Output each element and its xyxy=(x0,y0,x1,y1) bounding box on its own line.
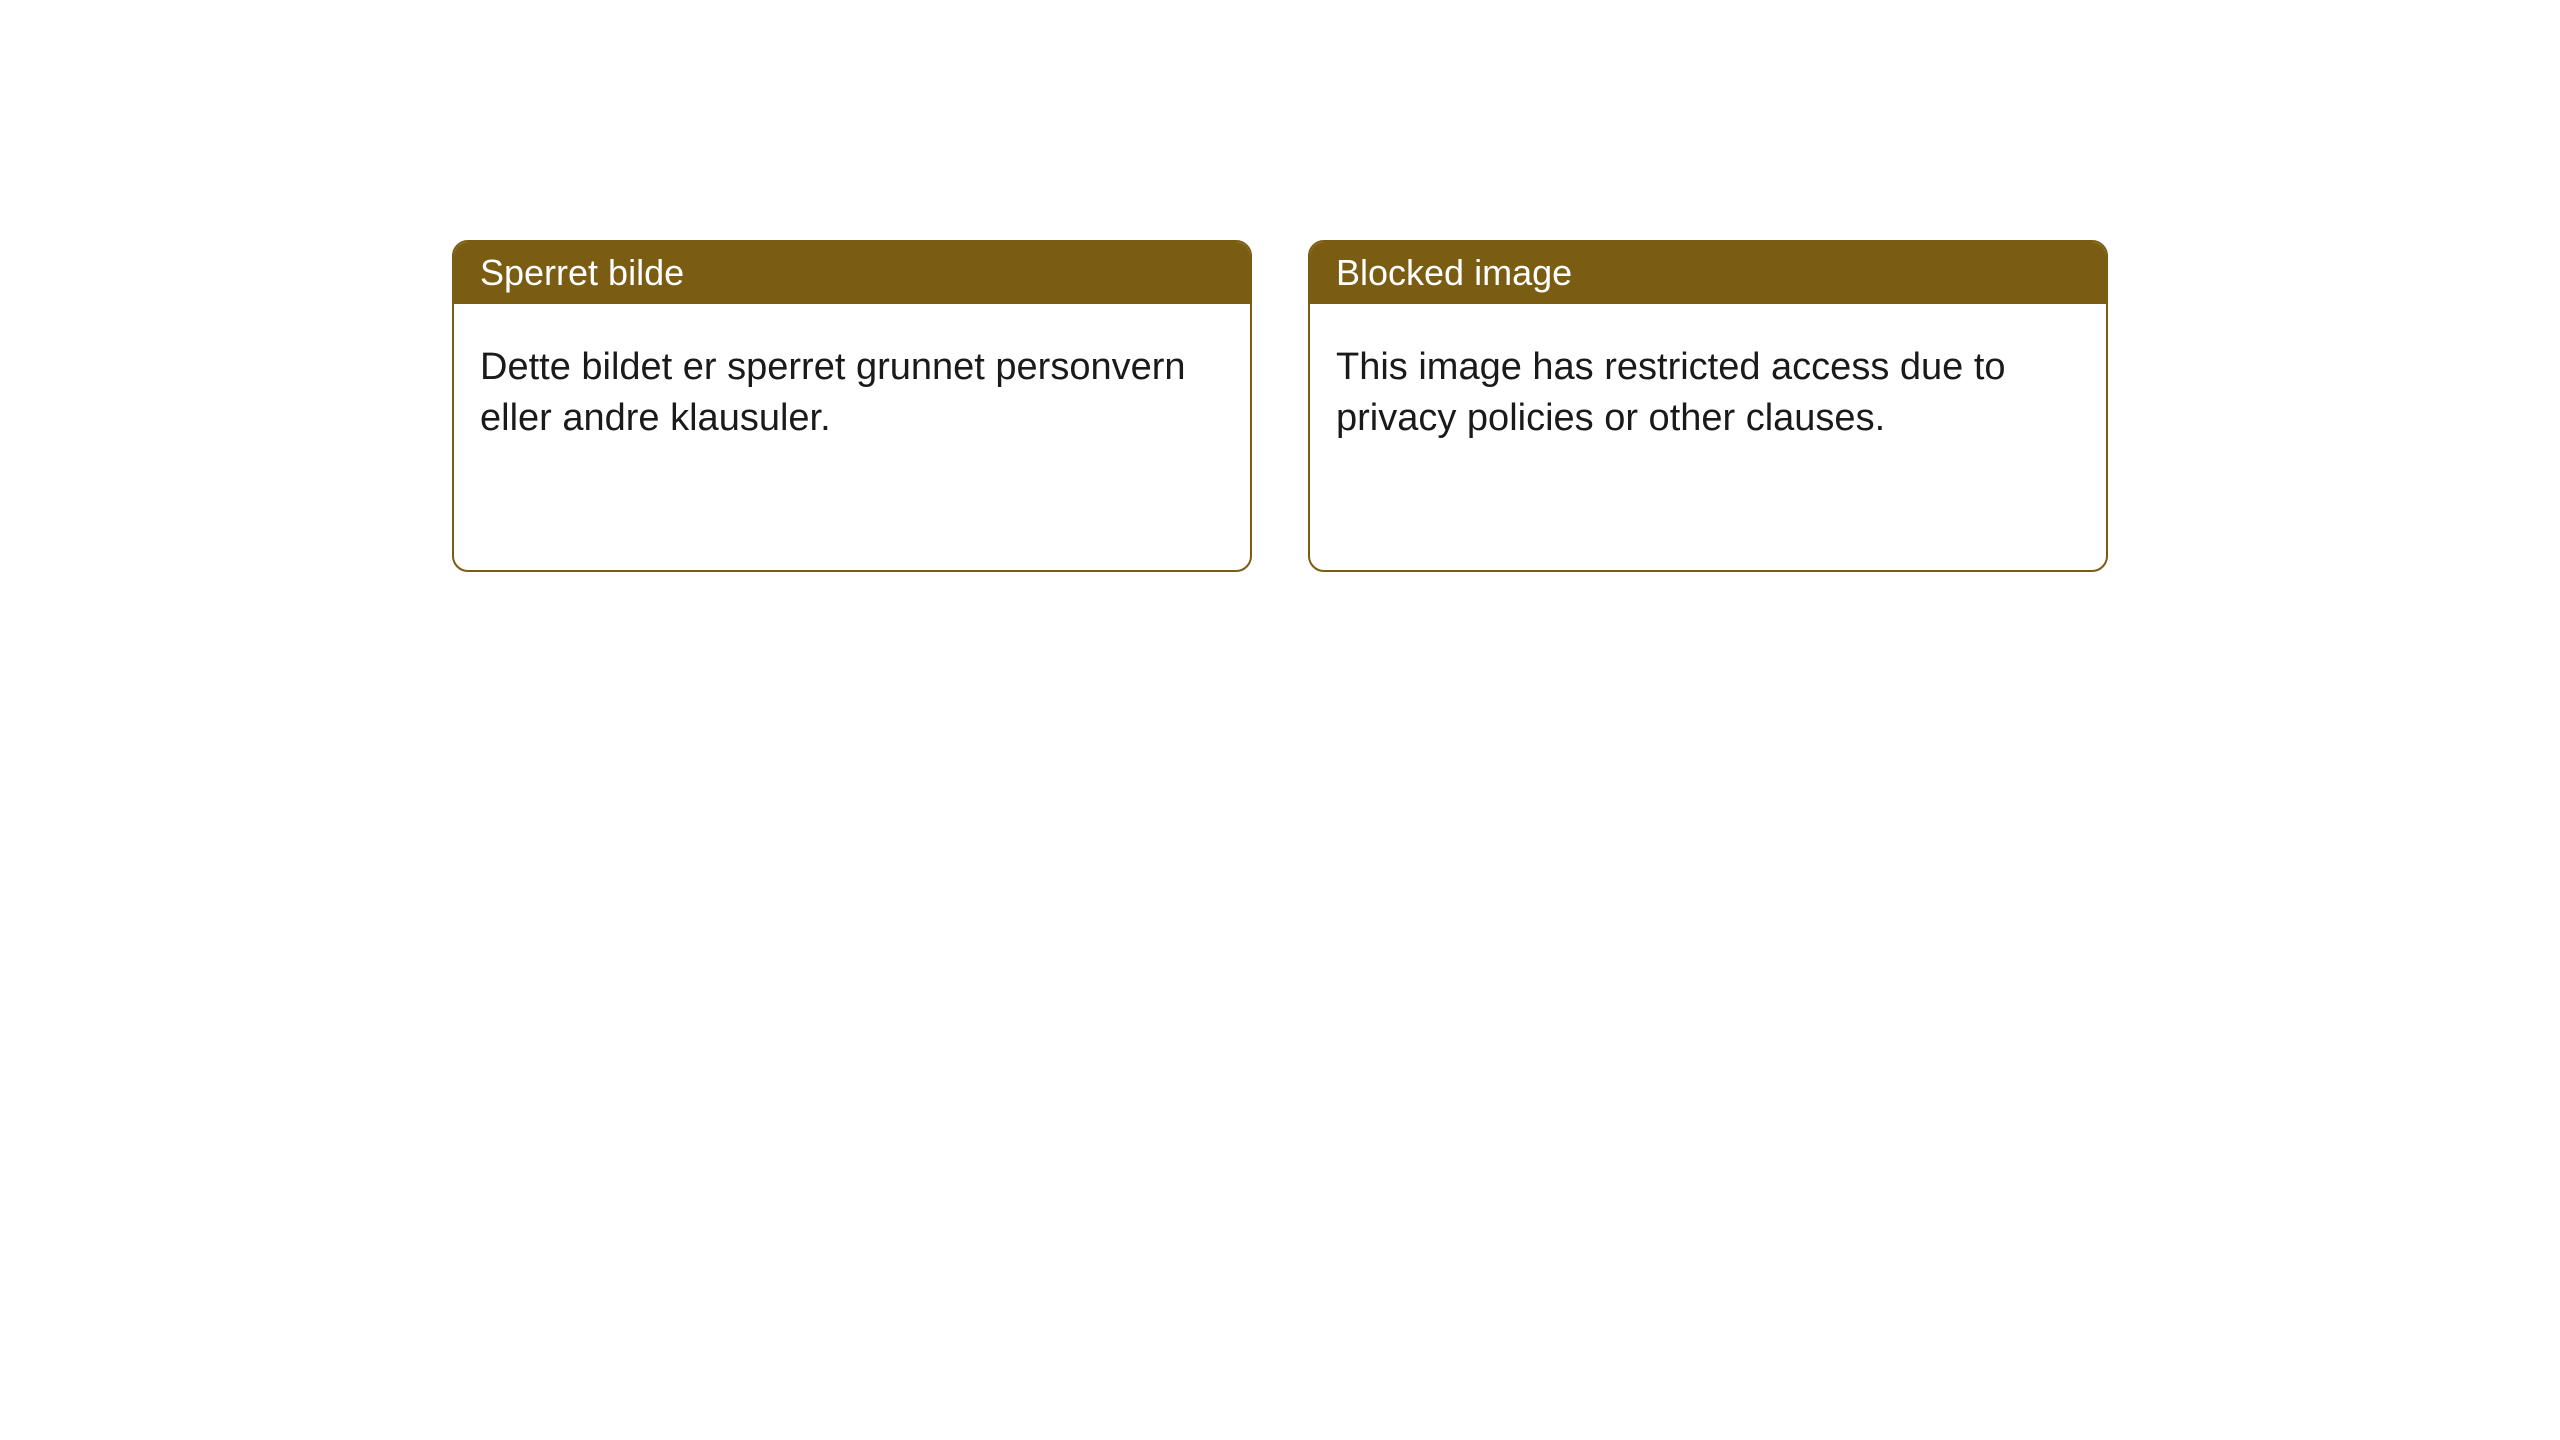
card-body-en: This image has restricted access due to … xyxy=(1310,304,2106,483)
blocked-image-card-no: Sperret bilde Dette bildet er sperret gr… xyxy=(452,240,1252,572)
blocked-image-card-en: Blocked image This image has restricted … xyxy=(1308,240,2108,572)
card-text-en: This image has restricted access due to … xyxy=(1336,346,2006,439)
cards-container: Sperret bilde Dette bildet er sperret gr… xyxy=(452,240,2108,572)
card-title-en: Blocked image xyxy=(1336,252,1572,293)
card-title-no: Sperret bilde xyxy=(480,252,684,293)
card-header-no: Sperret bilde xyxy=(454,242,1250,304)
card-header-en: Blocked image xyxy=(1310,242,2106,304)
card-body-no: Dette bildet er sperret grunnet personve… xyxy=(454,304,1250,483)
card-text-no: Dette bildet er sperret grunnet personve… xyxy=(480,346,1186,439)
